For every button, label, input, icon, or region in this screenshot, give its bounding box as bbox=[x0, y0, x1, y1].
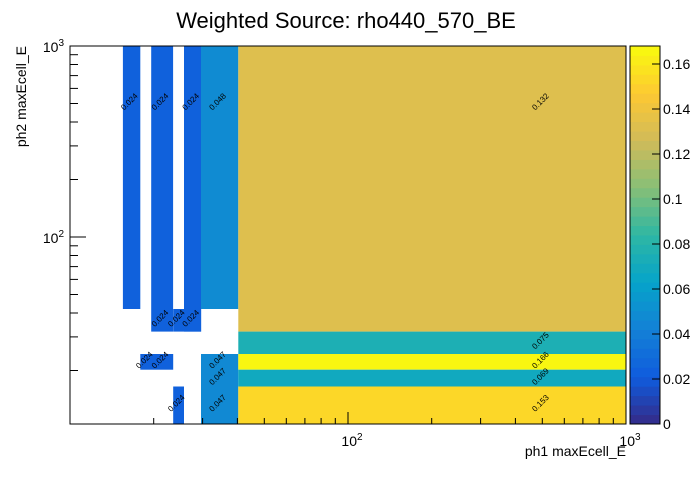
colorbar-band bbox=[630, 102, 660, 113]
x-tick-label-1000: 103 bbox=[619, 432, 641, 449]
colorbar-band bbox=[630, 131, 660, 141]
colorbar-band bbox=[630, 338, 660, 349]
colorbar-band bbox=[630, 253, 660, 264]
colorbar-tick-label-2: 0.04 bbox=[663, 326, 690, 342]
heatmap-cell-11 bbox=[238, 354, 627, 370]
heatmap-cell-5 bbox=[151, 309, 174, 332]
colorbar-tick-label-1: 0.02 bbox=[663, 371, 690, 387]
colorbar-frame bbox=[629, 45, 661, 425]
colorbar-band bbox=[630, 168, 660, 179]
colorbar-band bbox=[630, 357, 660, 368]
colorbar-band bbox=[630, 83, 660, 94]
colorbar-band bbox=[630, 149, 660, 160]
colorbar-band bbox=[630, 178, 660, 189]
heatmap-cell-10 bbox=[201, 354, 239, 387]
colorbar-band bbox=[630, 93, 660, 104]
colorbar-band bbox=[630, 159, 660, 170]
colorbar-tick-label-8: 0.16 bbox=[663, 56, 690, 72]
y-tick-label-100: 102 bbox=[43, 229, 65, 246]
colorbar-band bbox=[630, 206, 660, 217]
colorbar-band bbox=[630, 376, 660, 387]
colorbar-tick-label-6: 0.12 bbox=[663, 146, 690, 162]
colorbar-band bbox=[630, 395, 660, 406]
colorbar-band bbox=[630, 187, 660, 198]
chart-title: Weighted Source: rho440_570_BE bbox=[176, 8, 516, 33]
heatmap-cell-7 bbox=[184, 309, 202, 332]
colorbar-band bbox=[630, 74, 660, 85]
colorbar-band bbox=[630, 216, 660, 227]
heatmap-cell-3 bbox=[201, 46, 239, 309]
colorbar-band bbox=[630, 46, 660, 56]
heatmap-cell-8 bbox=[238, 331, 627, 355]
colorbar-tick-label-0: 0 bbox=[663, 416, 671, 432]
x-tick-label-100: 102 bbox=[341, 432, 363, 449]
y-axis-label: ph2 maxEcell_E bbox=[13, 46, 29, 147]
colorbar-band bbox=[630, 310, 660, 321]
colorbar-tick-label-5: 0.1 bbox=[663, 191, 683, 207]
colorbar-tick-label-3: 0.06 bbox=[663, 281, 690, 297]
axes: 102 103 102 103 bbox=[43, 38, 641, 449]
colorbar-band bbox=[630, 121, 660, 132]
colorbar-band bbox=[630, 112, 660, 123]
colorbar-band bbox=[630, 55, 660, 66]
colorbar-band bbox=[630, 197, 660, 208]
heatmap-cell-1 bbox=[151, 46, 174, 309]
colorbar-band bbox=[630, 301, 660, 312]
colorbar-band bbox=[630, 414, 660, 425]
heatmap-cell-12 bbox=[238, 369, 627, 387]
colorbar-band bbox=[630, 405, 660, 416]
colorbar-tick-label-4: 0.08 bbox=[663, 236, 690, 252]
heatmap-cell-14 bbox=[201, 386, 239, 424]
heatmap-cell-13 bbox=[173, 386, 184, 424]
colorbar: 0 0.02 0.04 0.06 0.08 0.1 0.12 0.14 0.16 bbox=[629, 45, 690, 432]
heatmap-cell-15 bbox=[238, 386, 627, 424]
heatmap-cells bbox=[122, 46, 627, 424]
colorbar-band bbox=[630, 291, 660, 302]
x-axis-label: ph1 maxEcell_E bbox=[525, 443, 626, 459]
colorbar-band bbox=[630, 320, 660, 330]
colorbar-band bbox=[630, 64, 660, 75]
heatmap-cell-0 bbox=[122, 46, 141, 309]
heatmap-cell-9 bbox=[140, 354, 174, 370]
colorbar-band bbox=[630, 282, 660, 293]
colorbar-band bbox=[630, 272, 660, 283]
colorbar-band bbox=[630, 235, 660, 245]
colorbar-band bbox=[630, 263, 660, 274]
colorbar-tick-label-7: 0.14 bbox=[663, 101, 690, 117]
colorbar-band bbox=[630, 225, 660, 236]
colorbar-band bbox=[630, 348, 660, 359]
colorbar-band bbox=[630, 386, 660, 397]
heatmap-cell-2 bbox=[184, 46, 202, 309]
y-tick-label-1000: 103 bbox=[43, 38, 65, 55]
colorbar-band bbox=[630, 244, 660, 255]
colorbar-band bbox=[630, 329, 660, 340]
colorbar-band bbox=[630, 140, 660, 151]
heatmap-cell-4 bbox=[238, 46, 627, 332]
colorbar-band bbox=[630, 367, 660, 378]
